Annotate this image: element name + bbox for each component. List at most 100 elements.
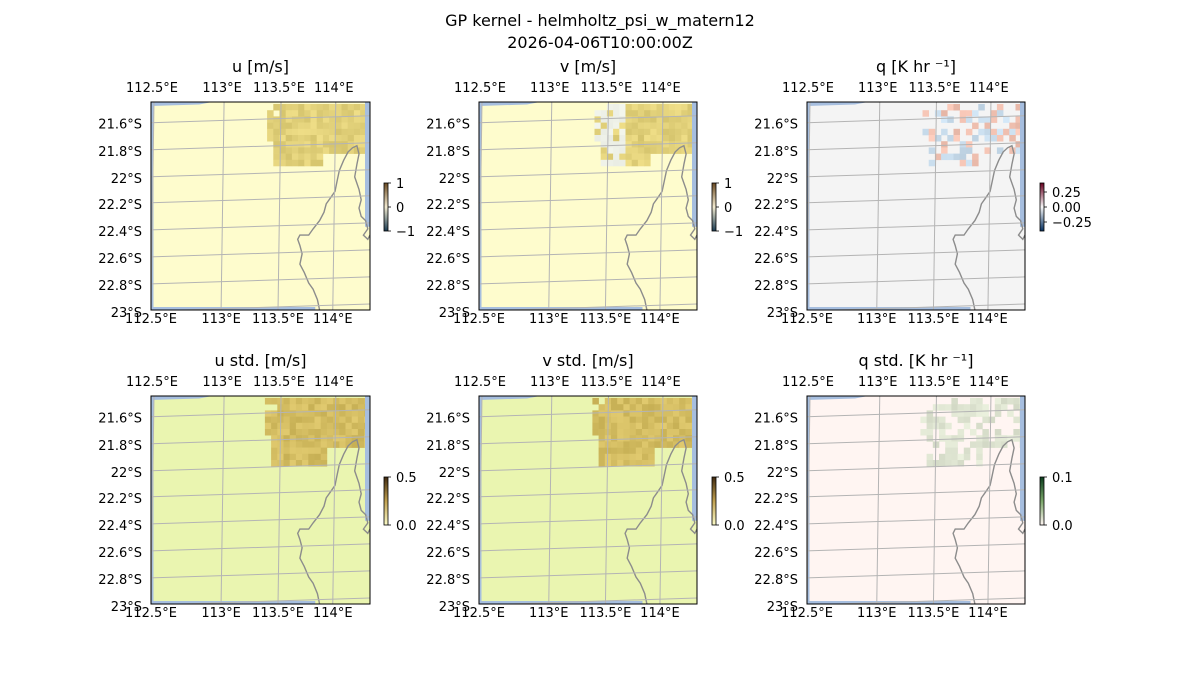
y-tick-label: 22.2°S	[754, 492, 798, 507]
y-tick-label: 23°S	[767, 306, 798, 321]
x-tick-label-top: 113.5°E	[908, 375, 960, 390]
x-tick-label-bottom: 112.5°E	[453, 606, 505, 621]
y-tick-label: 22.4°S	[754, 225, 798, 240]
map-panel-6: q std. [K hr ⁻¹] 112.5°E 112.5°E 113°E 113°E…	[754, 351, 1072, 621]
colorbar-tick-label: 0	[396, 201, 404, 216]
y-tick-label: 23°S	[439, 306, 470, 321]
coastline	[624, 438, 697, 604]
y-tick-label: 21.6°S	[754, 412, 798, 427]
land-strip-north	[807, 396, 869, 400]
x-tick-label-top: 114°E	[641, 81, 681, 96]
y-tick-label: 21.6°S	[426, 118, 470, 133]
y-tick-label: 22.2°S	[98, 492, 142, 507]
y-tick-label: 23°S	[439, 600, 470, 615]
panel-frame	[806, 395, 1026, 605]
x-tick-label-bottom: 113.5°E	[907, 606, 959, 621]
x-tick-label-top: 113°E	[530, 81, 570, 96]
colorbar: 0.250.00−0.25	[1039, 182, 1092, 232]
x-tick-label-top: 112.5°E	[454, 375, 506, 390]
x-tick-label-bottom: 113°E	[529, 312, 569, 327]
y-tick-label: 22.4°S	[426, 225, 470, 240]
x-tick-label-top: 112.5°E	[126, 375, 178, 390]
x-tick-label-bottom: 113.5°E	[907, 312, 959, 327]
colorbar-tick-label: 1	[396, 177, 404, 192]
x-tick-label-top: 112.5°E	[782, 81, 834, 96]
y-tick-label: 22°S	[111, 466, 142, 481]
y-tick-label: 22.4°S	[426, 519, 470, 534]
coastline	[296, 144, 370, 310]
graticule	[479, 396, 697, 604]
coastline	[296, 438, 370, 604]
x-tick-label-bottom: 112.5°E	[781, 606, 833, 621]
y-tick-label: 21.8°S	[98, 439, 142, 454]
y-tick-label: 22.6°S	[754, 546, 798, 561]
map-panel-3: q [K hr ⁻¹] 112.5°E 112.5°E 113°E 113°E 113.5…	[754, 57, 1092, 327]
panel-frame	[806, 101, 1026, 311]
y-tick-label: 22.8°S	[426, 279, 470, 294]
panel-title: u std. [m/s]	[215, 351, 307, 370]
x-tick-label-top: 114°E	[641, 375, 681, 390]
panel-frame	[478, 395, 698, 605]
x-tick-label-bottom: 113.5°E	[579, 312, 631, 327]
y-tick-label: 22.2°S	[754, 198, 798, 213]
y-tick-label: 22.6°S	[98, 546, 142, 561]
x-tick-label-bottom: 112.5°E	[453, 312, 505, 327]
y-tick-label: 22.4°S	[98, 519, 142, 534]
colorbar-tick-label: 0.1	[1052, 471, 1073, 486]
x-tick-label-bottom: 113.5°E	[252, 312, 304, 327]
land-strip-east	[1020, 396, 1025, 521]
x-tick-label-bottom: 113°E	[529, 606, 569, 621]
colorbar: 0.1 0.0	[1039, 471, 1073, 534]
colorbar-tick-label: 0.0	[396, 519, 417, 534]
coastline	[624, 144, 697, 310]
x-tick-label-top: 113.5°E	[908, 81, 960, 96]
graticule	[807, 396, 1025, 604]
x-tick-label-bottom: 114°E	[640, 606, 680, 621]
field-patch	[922, 104, 1025, 167]
y-tick-label: 21.8°S	[98, 145, 142, 160]
x-tick-label-bottom: 113°E	[201, 312, 241, 327]
y-tick-label: 22.6°S	[98, 252, 142, 267]
y-tick-label: 21.6°S	[426, 412, 470, 427]
map-panel-1: u [m/s]112.5°E112.5°E113°E113°E113.5°E11…	[98, 57, 415, 327]
colorbar-tick-label: 0.0	[724, 519, 745, 534]
map-panel-4: u std. [m/s] 112.5°E 112.5°E 113°E 113°E 113.…	[98, 351, 416, 621]
colorbar-tick-label: −0.25	[1052, 216, 1092, 231]
land-strip-east	[692, 102, 697, 227]
x-tick-label-bottom: 114°E	[968, 606, 1008, 621]
colorbar-tick-label: 1	[724, 177, 732, 192]
field-patch	[267, 104, 370, 167]
x-tick-label-top: 112.5°E	[126, 81, 178, 96]
x-tick-label-top: 113.5°E	[253, 81, 305, 96]
x-tick-label-bottom: 113°E	[857, 606, 897, 621]
x-tick-label-bottom: 113.5°E	[579, 606, 631, 621]
colorbar-tick-label: 0.0	[1052, 519, 1073, 534]
x-tick-label-top: 114°E	[314, 375, 354, 390]
x-tick-label-bottom: 114°E	[640, 312, 680, 327]
colorbar: 1 0 −1	[383, 177, 415, 240]
y-tick-label: 21.8°S	[754, 439, 798, 454]
x-tick-label-top: 113°E	[858, 375, 898, 390]
x-tick-label-top: 113°E	[202, 81, 242, 96]
graticule	[151, 396, 370, 604]
x-tick-label-top: 114°E	[314, 81, 354, 96]
y-tick-label: 21.8°S	[754, 145, 798, 160]
x-tick-label-top: 114°E	[969, 375, 1009, 390]
panel-title: q [K hr ⁻¹]	[876, 57, 956, 76]
x-tick-label-top: 114°E	[969, 81, 1009, 96]
y-tick-label: 22°S	[767, 466, 798, 481]
land-strip-north	[151, 396, 213, 400]
x-tick-label-top: 113.5°E	[253, 375, 305, 390]
map-panel-5: v std. [m/s] 112.5°E 112.5°E 113°E 113°E 113.…	[426, 351, 744, 621]
land-strip-north	[479, 102, 541, 106]
x-tick-label-top: 112.5°E	[782, 375, 834, 390]
x-tick-label-bottom: 113°E	[857, 312, 897, 327]
colorbar: 1 0 −1	[711, 177, 743, 240]
x-tick-label-bottom: 112.5°E	[125, 312, 177, 327]
colorbar-tick-label: 0.5	[396, 471, 417, 486]
colorbar: 0.5 0.0	[711, 471, 745, 534]
y-tick-label: 22.6°S	[426, 252, 470, 267]
x-tick-label-top: 113.5°E	[580, 81, 632, 96]
y-tick-label: 22.8°S	[754, 279, 798, 294]
y-tick-label: 22.8°S	[754, 573, 798, 588]
